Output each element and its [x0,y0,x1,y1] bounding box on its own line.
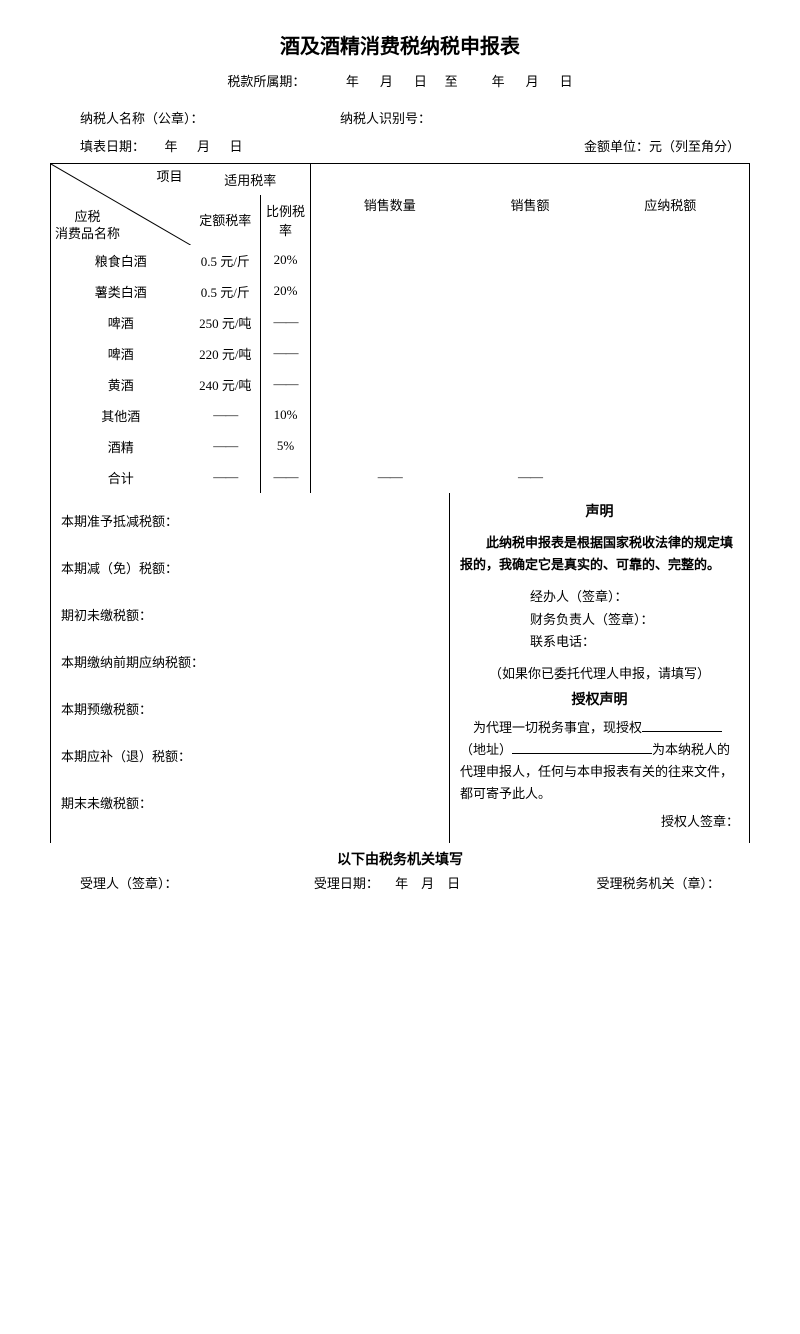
auth-sign: 授权人签章： [460,811,739,833]
agent-note: （如果你已委托代理人申报，请填写） [460,663,739,685]
item-prepaid: 本期预缴税额： [61,699,439,718]
period-to: 至 [445,74,458,89]
declaration-body: 此纳税申报表是根据国家税收法律的规定填报的，我确定它是真实的、可靠的、完整的。 [460,532,739,576]
auth-blank-1[interactable] [642,719,722,732]
receive-org-label: 受理税务机关（章）： [596,873,720,892]
period-day2: 日 [560,74,573,89]
total-qty: —— [311,462,469,493]
table-row: 啤酒 220 元/吨 —— [51,338,750,369]
period-label: 税款所属期： [227,74,305,89]
total-amt: —— [469,462,592,493]
period-day: 日 [414,74,427,89]
row-ratio: 10% [261,400,311,431]
taxpayer-name-label: 纳税人名称（公章）： [80,108,340,127]
header-taxable-2: 消费品名称 [55,226,120,241]
fill-date-label: 填表日期： [80,139,145,154]
header-sales-qty: 销售数量 [311,163,469,245]
receive-day: 日 [447,876,460,891]
auth-p1b: （地址） [460,742,512,757]
item-end-unpaid: 期末未缴税额： [61,793,439,812]
total-name: 合计 [51,462,191,493]
row-name: 黄酒 [51,369,191,400]
tax-table: 项目 应税 消费品名称 适用税率 销售数量 销售额 应纳税额 定额税率 比例税率… [50,163,750,493]
row-ratio: 20% [261,245,311,276]
receiver-label: 受理人（签章）： [80,873,178,892]
total-ratio: —— [261,462,311,493]
receive-year: 年 [395,876,408,891]
table-row: 黄酒 240 元/吨 —— [51,369,750,400]
tax-period-row: 税款所属期： 年 月 日 至 年 月 日 [50,71,750,90]
period-month: 月 [380,74,393,89]
contact-phone: 联系电话： [530,631,739,653]
fill-month: 月 [197,139,210,154]
fill-year: 年 [165,139,178,154]
tax-office-row: 受理人（签章）： 受理日期： 年 月 日 受理税务机关（章）： [50,873,750,892]
header-sales-amt: 销售额 [469,163,592,245]
header-fixed-rate: 定额税率 [191,195,261,245]
receive-month: 月 [421,876,434,891]
table-row: 其他酒 —— 10% [51,400,750,431]
form-title: 酒及酒精消费税纳税申报表 [50,30,750,59]
row-ratio: —— [261,369,311,400]
header-taxable-1: 应税 [75,209,101,224]
header-project: 项目 [156,166,182,185]
period-month2: 月 [526,74,539,89]
row-name: 啤酒 [51,338,191,369]
auth-text: 为代理一切税务事宜，现授权 （地址）为本纳税人的代理申报人，任何与本申报表有关的… [460,717,739,805]
row-fixed: —— [191,400,261,431]
declaration-title: 声明 [460,501,739,525]
row-ratio: —— [261,307,311,338]
row-tax [591,245,749,276]
operator-sign: 经办人（签章）： [530,586,739,608]
amount-unit-label: 金额单位：元（列至角分） [584,137,740,157]
row-ratio: 5% [261,431,311,462]
row-name: 粮食白酒 [51,245,191,276]
auth-p1a: 为代理一切税务事宜，现授权 [473,720,642,735]
table-row: 粮食白酒 0.5 元/斤 20% [51,245,750,276]
row-name: 其他酒 [51,400,191,431]
row-ratio: —— [261,338,311,369]
row-qty [311,245,469,276]
item-begin-unpaid: 期初未缴税额： [61,605,439,624]
row-name: 啤酒 [51,307,191,338]
auth-blank-2[interactable] [512,741,652,754]
taxpayer-id-label: 纳税人识别号： [340,108,750,127]
row-fixed: 0.5 元/斤 [191,276,261,307]
lower-section: 本期准予抵减税额： 本期减（免）税额： 期初未缴税额： 本期缴纳前期应纳税额： … [50,493,750,844]
lower-left-items: 本期准予抵减税额： 本期减（免）税额： 期初未缴税额： 本期缴纳前期应纳税额： … [51,493,449,844]
row-fixed: 250 元/吨 [191,307,261,338]
row-amt [469,245,592,276]
item-deductible: 本期准予抵减税额： [61,511,439,530]
row-fixed: —— [191,431,261,462]
table-total-row: 合计 —— —— —— —— [51,462,750,493]
row-fixed: 240 元/吨 [191,369,261,400]
taxpayer-info: 纳税人名称（公章）： 纳税人识别号： [50,108,750,127]
row-name: 酒精 [51,431,191,462]
auth-title: 授权声明 [460,689,739,713]
row-name: 薯类白酒 [51,276,191,307]
finance-sign: 财务负责人（签章）： [530,609,739,631]
period-year: 年 [346,74,359,89]
header-ratio-rate: 比例税率 [261,195,311,245]
row-ratio: 20% [261,276,311,307]
item-exempt: 本期减（免）税额： [61,558,439,577]
table-row: 啤酒 250 元/吨 —— [51,307,750,338]
period-year2: 年 [492,74,505,89]
fill-day: 日 [230,139,243,154]
tax-office-title: 以下由税务机关填写 [50,849,750,869]
receive-date-label: 受理日期： [314,876,379,891]
row-fixed: 220 元/吨 [191,338,261,369]
fill-date-row: 填表日期： 年 月 日 金额单位：元（列至角分） [50,137,750,157]
header-tax-payable: 应纳税额 [591,163,749,245]
row-fixed: 0.5 元/斤 [191,245,261,276]
total-fixed: —— [191,462,261,493]
declaration-panel: 声明 此纳税申报表是根据国家税收法律的规定填报的，我确定它是真实的、可靠的、完整… [449,493,749,844]
item-paid-prior: 本期缴纳前期应纳税额： [61,652,439,671]
item-refund: 本期应补（退）税额： [61,746,439,765]
header-rate-group: 适用税率 [191,163,311,195]
table-row: 酒精 —— 5% [51,431,750,462]
table-row: 薯类白酒 0.5 元/斤 20% [51,276,750,307]
total-tax [591,462,749,493]
